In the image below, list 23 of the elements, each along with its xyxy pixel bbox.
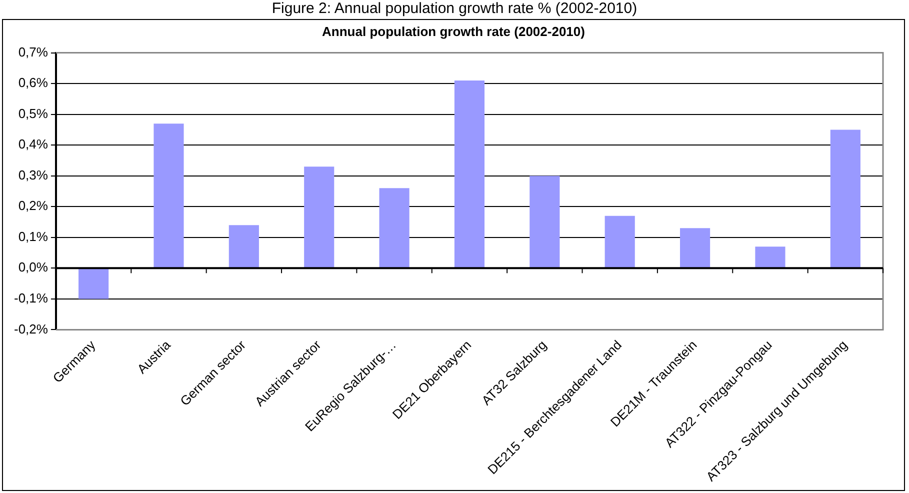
y-tick-label: 0,5% (18, 106, 48, 121)
y-tick-label: -0,2% (14, 321, 48, 336)
bar (379, 188, 410, 268)
chart-title: Figure 2: Annual population growth rate % (2002-2010) (270, 0, 638, 18)
bar (304, 166, 334, 268)
bar (604, 216, 635, 268)
y-tick-label: 0,0% (18, 260, 48, 275)
y-tick-label: -0,1% (14, 290, 48, 306)
bar (755, 246, 786, 268)
bar (154, 124, 184, 268)
bar (78, 268, 109, 299)
bar (680, 228, 710, 268)
y-tick-label: 0,1% (18, 228, 48, 244)
bar (228, 225, 259, 268)
y-tick-label: 0,2% (18, 198, 48, 214)
bar (530, 176, 560, 268)
y-tick-label: 0,7% (18, 44, 48, 60)
y-tick-label: 0,4% (18, 136, 48, 152)
y-tick-label: 0,6% (18, 75, 48, 90)
bar (454, 80, 485, 268)
y-tick-label: 0,3% (18, 167, 48, 182)
chart-subtitle: Annual population growth rate (2002-2010) (321, 24, 586, 39)
bar (830, 130, 860, 268)
